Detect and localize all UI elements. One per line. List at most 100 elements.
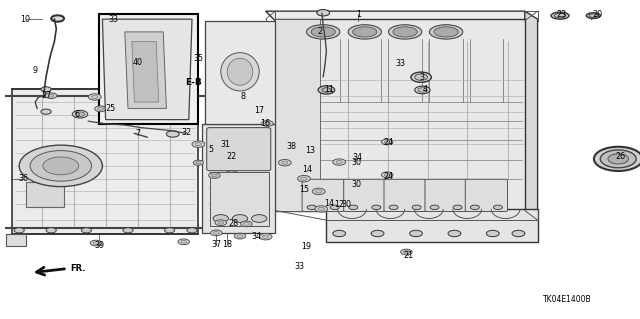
Circle shape bbox=[90, 240, 102, 246]
Circle shape bbox=[228, 167, 235, 171]
Circle shape bbox=[262, 235, 269, 238]
Circle shape bbox=[333, 230, 346, 237]
Circle shape bbox=[404, 251, 410, 253]
Polygon shape bbox=[132, 41, 159, 102]
Text: 2: 2 bbox=[317, 27, 323, 36]
Polygon shape bbox=[275, 19, 525, 211]
Polygon shape bbox=[275, 19, 320, 211]
Ellipse shape bbox=[554, 13, 566, 18]
Polygon shape bbox=[210, 172, 269, 226]
Circle shape bbox=[211, 174, 218, 177]
Circle shape bbox=[51, 15, 64, 22]
Ellipse shape bbox=[348, 25, 381, 39]
Text: 19: 19 bbox=[301, 242, 311, 251]
Text: 30: 30 bbox=[351, 158, 362, 167]
Polygon shape bbox=[525, 11, 538, 220]
FancyBboxPatch shape bbox=[465, 179, 508, 211]
Polygon shape bbox=[125, 32, 166, 108]
Ellipse shape bbox=[227, 58, 253, 85]
Circle shape bbox=[315, 206, 328, 212]
Text: 32: 32 bbox=[182, 128, 192, 137]
Text: 38: 38 bbox=[286, 142, 296, 151]
Polygon shape bbox=[326, 209, 538, 242]
Text: 37: 37 bbox=[211, 241, 221, 249]
Circle shape bbox=[262, 121, 273, 126]
Circle shape bbox=[301, 177, 307, 180]
Circle shape bbox=[318, 207, 324, 211]
Circle shape bbox=[164, 228, 175, 233]
Text: 6: 6 bbox=[74, 110, 79, 119]
Text: 9: 9 bbox=[33, 66, 38, 75]
Circle shape bbox=[211, 230, 222, 236]
Polygon shape bbox=[102, 19, 192, 120]
FancyBboxPatch shape bbox=[425, 179, 467, 211]
Circle shape bbox=[98, 107, 104, 110]
Text: 35: 35 bbox=[193, 54, 204, 63]
Circle shape bbox=[234, 233, 246, 239]
Text: 12: 12 bbox=[334, 200, 344, 209]
Circle shape bbox=[218, 221, 224, 224]
Circle shape bbox=[322, 88, 331, 92]
Text: 16: 16 bbox=[260, 119, 271, 128]
FancyBboxPatch shape bbox=[344, 179, 386, 211]
Circle shape bbox=[232, 215, 248, 222]
Circle shape bbox=[486, 230, 499, 237]
Text: 7: 7 bbox=[135, 130, 140, 138]
Circle shape bbox=[493, 205, 502, 210]
Circle shape bbox=[470, 205, 479, 210]
Circle shape bbox=[49, 94, 54, 97]
Text: 34: 34 bbox=[352, 153, 362, 162]
Circle shape bbox=[415, 74, 428, 80]
Circle shape bbox=[45, 93, 57, 99]
Circle shape bbox=[307, 205, 316, 210]
Circle shape bbox=[333, 159, 346, 165]
Circle shape bbox=[512, 230, 525, 237]
Ellipse shape bbox=[393, 27, 417, 37]
Ellipse shape bbox=[221, 53, 259, 91]
Text: E-B: E-B bbox=[185, 78, 202, 87]
Circle shape bbox=[298, 175, 310, 182]
Text: 24: 24 bbox=[383, 172, 394, 181]
Circle shape bbox=[195, 143, 202, 146]
Circle shape bbox=[237, 235, 243, 237]
Circle shape bbox=[265, 122, 270, 125]
Text: 30: 30 bbox=[342, 200, 352, 209]
Text: 36: 36 bbox=[19, 174, 29, 183]
Text: 40: 40 bbox=[132, 58, 143, 67]
Circle shape bbox=[412, 205, 421, 210]
Circle shape bbox=[259, 234, 272, 240]
Circle shape bbox=[178, 239, 189, 245]
Text: 34: 34 bbox=[251, 232, 261, 241]
Circle shape bbox=[72, 110, 88, 118]
Ellipse shape bbox=[221, 139, 256, 159]
Text: 15: 15 bbox=[299, 185, 309, 194]
Text: 1: 1 bbox=[356, 10, 361, 19]
Ellipse shape bbox=[229, 144, 248, 154]
Circle shape bbox=[317, 10, 330, 16]
Polygon shape bbox=[205, 21, 275, 124]
FancyArrowPatch shape bbox=[36, 267, 65, 275]
Circle shape bbox=[448, 230, 461, 237]
Circle shape bbox=[316, 190, 322, 193]
Ellipse shape bbox=[388, 25, 422, 39]
Ellipse shape bbox=[434, 27, 458, 37]
Text: 33: 33 bbox=[109, 15, 119, 24]
Text: 14: 14 bbox=[302, 165, 312, 174]
Circle shape bbox=[209, 173, 220, 178]
Circle shape bbox=[330, 205, 339, 210]
Text: 25: 25 bbox=[106, 104, 116, 113]
Circle shape bbox=[166, 131, 179, 137]
Circle shape bbox=[372, 205, 381, 210]
Text: 39: 39 bbox=[94, 241, 104, 250]
Text: 4: 4 bbox=[423, 85, 428, 94]
Circle shape bbox=[349, 205, 358, 210]
Circle shape bbox=[336, 160, 342, 164]
Circle shape bbox=[384, 140, 390, 143]
Text: 8: 8 bbox=[241, 92, 246, 101]
Circle shape bbox=[430, 205, 439, 210]
Text: 14: 14 bbox=[324, 199, 335, 208]
Polygon shape bbox=[26, 182, 64, 207]
Text: 18: 18 bbox=[222, 240, 232, 249]
Circle shape bbox=[224, 155, 231, 159]
Ellipse shape bbox=[353, 27, 377, 37]
